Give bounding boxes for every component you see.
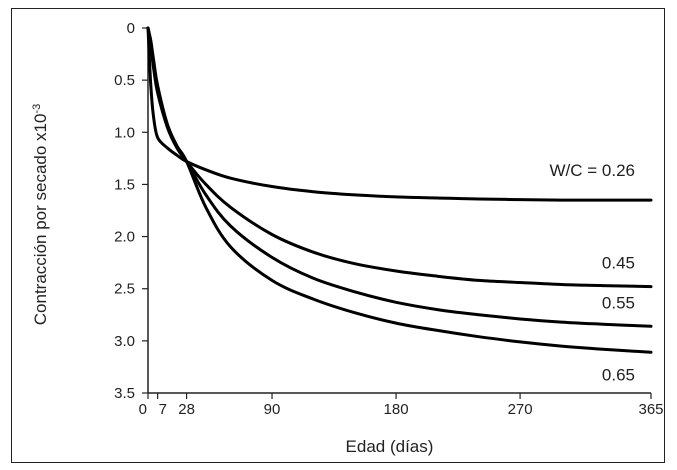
series-line-1 (146, 26, 653, 289)
y-tick-label: 2.5 (114, 281, 135, 298)
series-label-1: 0.45 (602, 254, 635, 273)
series-label-2: 0.55 (602, 293, 635, 312)
x-axis-ticks: 0 7 28 90 180 270 365 (139, 393, 664, 418)
y-tick-label: 1.0 (114, 124, 135, 141)
y-axis-label-text: Contracción por secado x10 (31, 114, 50, 326)
y-tick-label: 2.0 (114, 229, 135, 246)
x-tick-label: 90 (264, 401, 281, 418)
x-tick-label: 0 (139, 401, 147, 418)
x-tick-label: 365 (638, 401, 663, 418)
y-tick-label: 0.5 (114, 72, 135, 89)
y-tick-label: 1.5 (114, 176, 135, 193)
plot-area (147, 28, 651, 394)
y-tick-label: 3.0 (114, 333, 135, 350)
y-axis-ticks: 0 0.5 1.0 1.5 2.0 2.5 3.0 3.5 (114, 20, 148, 402)
chart-frame (11, 8, 665, 463)
x-tick-label: 180 (384, 401, 409, 418)
x-tick-label: 7 (159, 401, 167, 418)
y-tick-label: 0 (127, 20, 135, 37)
series-layer (146, 26, 653, 354)
series-label-3: 0.65 (602, 365, 635, 384)
y-axis-label: Contracción por secado x10-3 (31, 104, 50, 325)
series-line-3 (146, 26, 653, 354)
series-labels: W/C = 0.26 0.45 0.55 0.65 (549, 161, 635, 384)
x-tick-label: 28 (178, 401, 195, 418)
x-axis-label: Edad (días) (346, 437, 434, 456)
series-line-0 (146, 26, 653, 202)
x-tick-label: 270 (508, 401, 533, 418)
y-axis-label-superscript: -3 (31, 104, 43, 114)
series-label-0: W/C = 0.26 (549, 161, 635, 180)
y-tick-label: 3.5 (114, 385, 135, 402)
